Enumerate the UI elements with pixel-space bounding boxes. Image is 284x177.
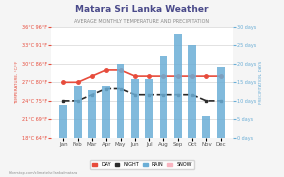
NIGHT [190,94,194,96]
Line: DAY: DAY [62,68,222,84]
Bar [174,34,182,138]
DAY [105,69,108,71]
Bar [202,116,210,138]
NIGHT [119,87,122,90]
NIGHT [147,94,151,96]
DAY [62,81,65,83]
DAY [219,75,222,77]
Bar [117,64,124,138]
NIGHT [162,94,165,96]
DAY [176,75,179,77]
Y-axis label: TEMPERATURE, °C/°F: TEMPERATURE, °C/°F [15,61,19,104]
NIGHT [176,94,179,96]
NIGHT [105,87,108,90]
Text: hikerstop.com/climate/srilanka/matara: hikerstop.com/climate/srilanka/matara [9,171,78,175]
Bar [217,67,225,138]
DAY [190,75,194,77]
Bar [160,56,167,138]
Text: Matara Sri Lanka Weather: Matara Sri Lanka Weather [75,5,209,14]
NIGHT [76,100,79,102]
Bar [102,86,110,138]
NIGHT [133,94,137,96]
NIGHT [205,100,208,102]
Text: AVERAGE MONTHLY TEMPERATURE AND PRECIPITATION: AVERAGE MONTHLY TEMPERATURE AND PRECIPIT… [74,19,210,24]
DAY [90,75,94,77]
Bar [188,45,196,138]
NIGHT [62,100,65,102]
DAY [76,81,79,83]
Bar [59,105,67,138]
Bar [88,90,96,138]
NIGHT [219,100,222,102]
DAY [205,75,208,77]
Line: NIGHT: NIGHT [62,87,222,102]
Y-axis label: PRECIPITATION, DAYS: PRECIPITATION, DAYS [259,61,263,104]
NIGHT [90,94,94,96]
Bar [145,79,153,138]
DAY [162,75,165,77]
DAY [147,75,151,77]
DAY [119,69,122,71]
Legend: DAY, NIGHT, RAIN, SNOW: DAY, NIGHT, RAIN, SNOW [90,160,194,169]
DAY [133,75,137,77]
Bar [131,79,139,138]
Bar [74,86,82,138]
